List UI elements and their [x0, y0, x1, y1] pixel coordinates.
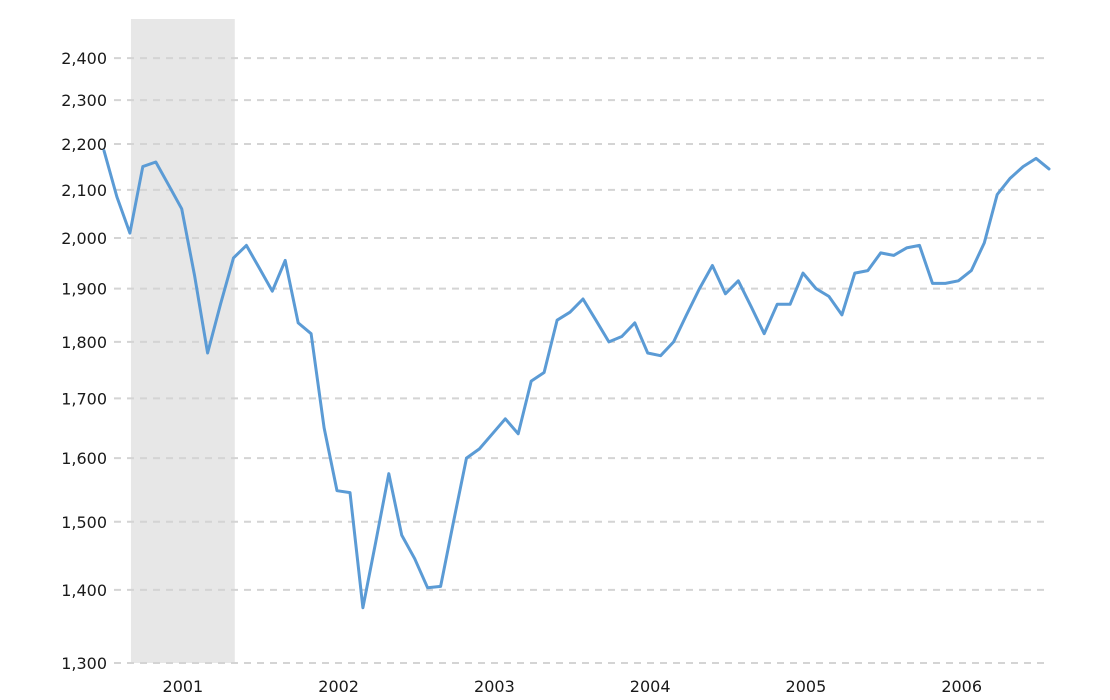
y-axis-tick-label: 1,500	[61, 513, 107, 532]
y-axis-tick-label: 1,700	[61, 389, 107, 408]
data-line	[102, 149, 1051, 610]
y-axis-tick-label: 2,300	[61, 91, 107, 110]
x-axis-year-label: 2005	[786, 677, 827, 696]
y-axis-tick-label: 1,900	[61, 280, 107, 299]
y-axis-tick-label: 2,000	[61, 229, 107, 248]
y-axis-tick-label: 1,800	[61, 333, 107, 352]
y-axis-tick-label: 2,200	[61, 135, 107, 154]
y-axis-tick-label: 1,400	[61, 581, 107, 600]
y-axis-tick-label: 1,300	[61, 654, 107, 673]
y-axis-tick-label: 2,400	[61, 49, 107, 68]
x-axis-year-label: 2006	[941, 677, 982, 696]
y-axis-tick-label: 1,600	[61, 449, 107, 468]
x-axis-year-label: 2003	[474, 677, 515, 696]
x-axis-year-label: 2001	[163, 677, 204, 696]
x-axis-year-label: 2002	[318, 677, 359, 696]
x-axis-year-label: 2004	[630, 677, 671, 696]
y-axis-tick-label: 2,100	[61, 181, 107, 200]
